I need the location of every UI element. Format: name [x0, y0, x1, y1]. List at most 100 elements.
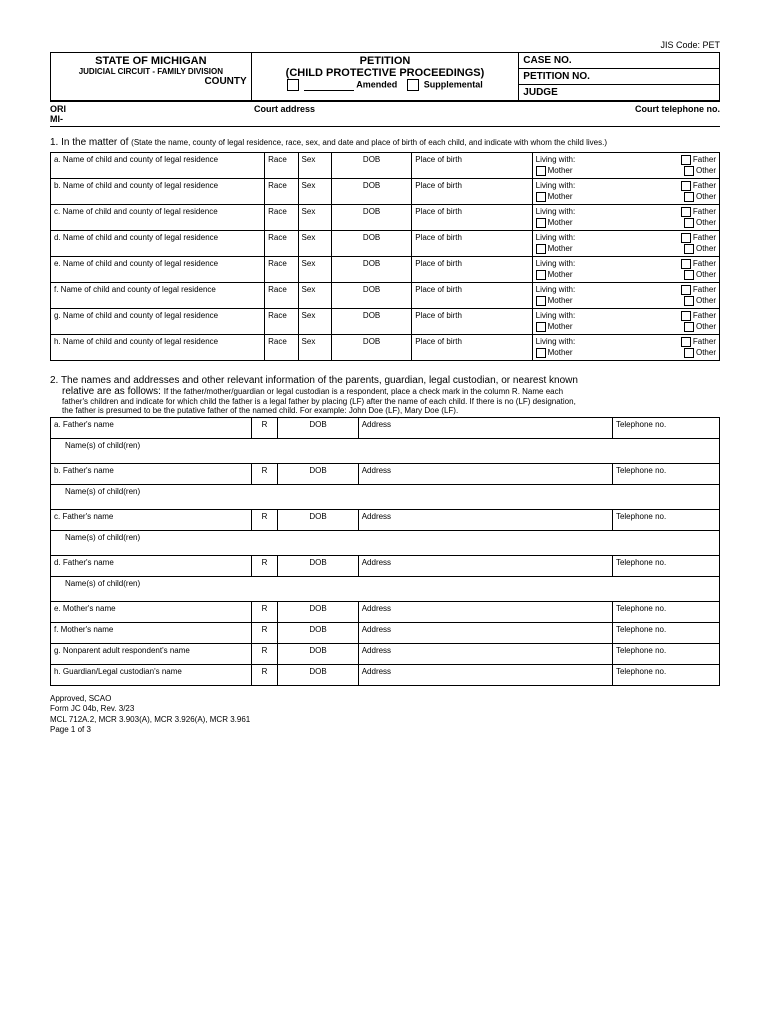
other-checkbox[interactable] — [684, 322, 694, 332]
parent-telephone-cell[interactable]: Telephone no. — [612, 464, 719, 485]
parent-address-cell[interactable]: Address — [358, 602, 612, 623]
parent-dob-cell[interactable]: DOB — [278, 602, 358, 623]
other-checkbox[interactable] — [684, 166, 694, 176]
other-checkbox[interactable] — [684, 348, 694, 358]
mother-checkbox[interactable] — [536, 192, 546, 202]
other-checkbox[interactable] — [684, 192, 694, 202]
child-dob-cell[interactable]: DOB — [331, 335, 411, 361]
child-name-cell[interactable]: d. Name of child and county of legal res… — [51, 231, 265, 257]
child-dob-cell[interactable]: DOB — [331, 153, 411, 179]
father-checkbox[interactable] — [681, 233, 691, 243]
parent-telephone-cell[interactable]: Telephone no. — [612, 644, 719, 665]
father-checkbox[interactable] — [681, 207, 691, 217]
father-checkbox[interactable] — [681, 285, 691, 295]
child-dob-cell[interactable]: DOB — [331, 283, 411, 309]
child-name-cell[interactable]: a. Name of child and county of legal res… — [51, 153, 265, 179]
child-sex-cell[interactable]: Sex — [298, 179, 331, 205]
child-race-cell[interactable]: Race — [265, 257, 298, 283]
parent-address-cell[interactable]: Address — [358, 464, 612, 485]
mother-checkbox[interactable] — [536, 218, 546, 228]
child-pob-cell[interactable]: Place of birth — [412, 257, 532, 283]
mother-checkbox[interactable] — [536, 296, 546, 306]
mother-checkbox[interactable] — [536, 322, 546, 332]
parent-children-cell[interactable]: Name(s) of child(ren) — [51, 577, 720, 602]
father-checkbox[interactable] — [681, 337, 691, 347]
child-sex-cell[interactable]: Sex — [298, 231, 331, 257]
parent-address-cell[interactable]: Address — [358, 510, 612, 531]
parent-children-cell[interactable]: Name(s) of child(ren) — [51, 439, 720, 464]
child-race-cell[interactable]: Race — [265, 309, 298, 335]
child-dob-cell[interactable]: DOB — [331, 257, 411, 283]
parent-telephone-cell[interactable]: Telephone no. — [612, 556, 719, 577]
child-name-cell[interactable]: e. Name of child and county of legal res… — [51, 257, 265, 283]
other-checkbox[interactable] — [684, 270, 694, 280]
child-race-cell[interactable]: Race — [265, 179, 298, 205]
child-name-cell[interactable]: h. Name of child and county of legal res… — [51, 335, 265, 361]
parent-r-cell[interactable]: R — [251, 464, 278, 485]
child-pob-cell[interactable]: Place of birth — [412, 283, 532, 309]
parent-name-cell[interactable]: c. Father's name — [51, 510, 252, 531]
other-checkbox[interactable] — [684, 244, 694, 254]
father-checkbox[interactable] — [681, 311, 691, 321]
child-dob-cell[interactable]: DOB — [331, 179, 411, 205]
parent-name-cell[interactable]: h. Guardian/Legal custodian's name — [51, 665, 252, 686]
child-race-cell[interactable]: Race — [265, 205, 298, 231]
child-race-cell[interactable]: Race — [265, 283, 298, 309]
child-sex-cell[interactable]: Sex — [298, 205, 331, 231]
parent-telephone-cell[interactable]: Telephone no. — [612, 510, 719, 531]
supplemental-checkbox[interactable] — [407, 79, 419, 91]
mother-checkbox[interactable] — [536, 166, 546, 176]
child-dob-cell[interactable]: DOB — [331, 309, 411, 335]
child-dob-cell[interactable]: DOB — [331, 231, 411, 257]
parent-address-cell[interactable]: Address — [358, 665, 612, 686]
parent-r-cell[interactable]: R — [251, 510, 278, 531]
child-name-cell[interactable]: g. Name of child and county of legal res… — [51, 309, 265, 335]
amended-underline[interactable] — [304, 80, 354, 91]
parent-r-cell[interactable]: R — [251, 418, 278, 439]
parent-dob-cell[interactable]: DOB — [278, 556, 358, 577]
parent-address-cell[interactable]: Address — [358, 556, 612, 577]
child-name-cell[interactable]: f. Name of child and county of legal res… — [51, 283, 265, 309]
parent-dob-cell[interactable]: DOB — [278, 623, 358, 644]
child-pob-cell[interactable]: Place of birth — [412, 309, 532, 335]
child-pob-cell[interactable]: Place of birth — [412, 231, 532, 257]
child-sex-cell[interactable]: Sex — [298, 257, 331, 283]
parent-name-cell[interactable]: e. Mother's name — [51, 602, 252, 623]
other-checkbox[interactable] — [684, 218, 694, 228]
parent-r-cell[interactable]: R — [251, 556, 278, 577]
mother-checkbox[interactable] — [536, 244, 546, 254]
child-sex-cell[interactable]: Sex — [298, 309, 331, 335]
other-checkbox[interactable] — [684, 296, 694, 306]
child-dob-cell[interactable]: DOB — [331, 205, 411, 231]
parent-address-cell[interactable]: Address — [358, 418, 612, 439]
mother-checkbox[interactable] — [536, 348, 546, 358]
child-sex-cell[interactable]: Sex — [298, 283, 331, 309]
father-checkbox[interactable] — [681, 155, 691, 165]
parent-dob-cell[interactable]: DOB — [278, 418, 358, 439]
parent-name-cell[interactable]: b. Father's name — [51, 464, 252, 485]
parent-telephone-cell[interactable]: Telephone no. — [612, 623, 719, 644]
child-sex-cell[interactable]: Sex — [298, 153, 331, 179]
parent-r-cell[interactable]: R — [251, 602, 278, 623]
parent-name-cell[interactable]: a. Father's name — [51, 418, 252, 439]
child-pob-cell[interactable]: Place of birth — [412, 335, 532, 361]
parent-dob-cell[interactable]: DOB — [278, 510, 358, 531]
parent-address-cell[interactable]: Address — [358, 623, 612, 644]
child-name-cell[interactable]: b. Name of child and county of legal res… — [51, 179, 265, 205]
parent-name-cell[interactable]: g. Nonparent adult respondent's name — [51, 644, 252, 665]
parent-r-cell[interactable]: R — [251, 665, 278, 686]
parent-name-cell[interactable]: d. Father's name — [51, 556, 252, 577]
child-pob-cell[interactable]: Place of birth — [412, 153, 532, 179]
father-checkbox[interactable] — [681, 181, 691, 191]
child-race-cell[interactable]: Race — [265, 335, 298, 361]
child-sex-cell[interactable]: Sex — [298, 335, 331, 361]
parent-dob-cell[interactable]: DOB — [278, 644, 358, 665]
child-race-cell[interactable]: Race — [265, 231, 298, 257]
parent-dob-cell[interactable]: DOB — [278, 464, 358, 485]
child-name-cell[interactable]: c. Name of child and county of legal res… — [51, 205, 265, 231]
amended-checkbox[interactable] — [287, 79, 299, 91]
child-race-cell[interactable]: Race — [265, 153, 298, 179]
parent-children-cell[interactable]: Name(s) of child(ren) — [51, 485, 720, 510]
father-checkbox[interactable] — [681, 259, 691, 269]
parent-children-cell[interactable]: Name(s) of child(ren) — [51, 531, 720, 556]
